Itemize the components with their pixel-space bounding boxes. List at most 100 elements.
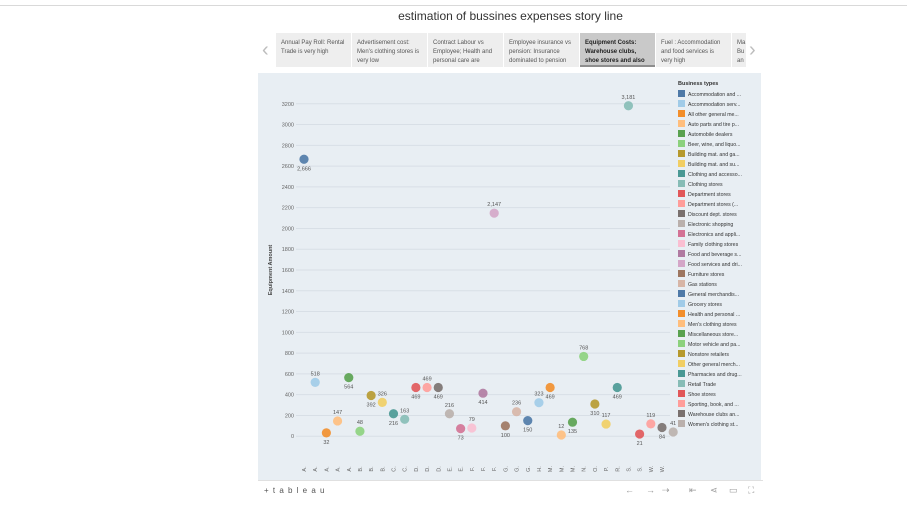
x-tick-label: D. [414, 466, 420, 472]
y-tick-label: 1800 [282, 247, 294, 253]
revert-icon[interactable]: ⇤ [689, 485, 697, 495]
data-label: 323 [534, 392, 543, 398]
data-point [668, 427, 678, 437]
data-label: 2,147 [487, 202, 501, 208]
x-tick-label: A. [336, 466, 342, 472]
legend-swatch [678, 270, 685, 277]
data-label: 216 [445, 403, 454, 409]
data-label: 147 [333, 410, 342, 416]
legend-label: Men's clothing stores [688, 322, 737, 328]
redo-icon[interactable]: → [646, 485, 655, 495]
legend-label: Sporting, book, and ... [688, 402, 739, 408]
story-point-3[interactable]: Contract Labour vs Employee; Health and … [428, 33, 504, 67]
data-label: 12 [558, 424, 564, 430]
legend-swatch [678, 320, 685, 327]
data-point [355, 426, 365, 436]
story-point-7[interactable]: Ma Bu an [732, 33, 746, 67]
data-point [344, 373, 354, 383]
y-tick-label: 1200 [282, 310, 294, 316]
legend-label: Shoe stores [688, 392, 716, 398]
x-tick-label: M. [559, 465, 565, 472]
data-point [635, 429, 645, 439]
legend-swatch [678, 290, 685, 297]
legend-swatch [678, 240, 685, 247]
legend-swatch [678, 220, 685, 227]
story-point-1[interactable]: Annual Pay Roll: Rental Trade is very hi… [276, 33, 352, 67]
legend-swatch [678, 250, 685, 257]
legend-title: Business types [678, 81, 718, 87]
data-point [601, 419, 611, 429]
story-points-bar: Annual Pay Roll: Rental Trade is very hi… [276, 33, 746, 67]
story-point-4[interactable]: Employee insurance vs pension: Insurance… [504, 33, 580, 67]
y-tick-label: 2800 [282, 143, 294, 149]
legend-swatch [678, 360, 685, 367]
legend-swatch [678, 140, 685, 147]
data-point [388, 409, 399, 419]
legend-swatch [678, 410, 685, 417]
legend-label: General merchandis... [688, 292, 739, 298]
data-point [299, 154, 309, 164]
legend-label: Nonstore retailers [688, 352, 729, 358]
y-axis-label: Equipment Amount [268, 245, 274, 296]
data-label: 414 [478, 400, 487, 406]
tableau-logo[interactable]: + t a b l e a u [264, 486, 326, 495]
y-tick-label: 2000 [282, 226, 294, 232]
undo-icon[interactable]: ← [625, 485, 634, 495]
legend-label: Electronics and appli... [688, 232, 740, 238]
legend-label: All other general me... [688, 112, 739, 118]
story-point-5[interactable]: Equipment Costs: Warehouse clubs, shoe s… [580, 33, 656, 67]
x-tick-label: F. [492, 466, 498, 471]
legend-label: Grocery stores [688, 302, 722, 308]
y-tick-label: 1400 [282, 289, 294, 295]
legend-label: Motor vehicle and pa... [688, 342, 740, 348]
story-next-icon[interactable]: › [749, 39, 756, 61]
story-point-label: Ma Bu an [737, 40, 746, 64]
story-point-2[interactable]: Advertisement cost: Men's clothing store… [352, 33, 428, 67]
x-tick-label: G. [503, 466, 509, 472]
redo-menu-icon[interactable]: ⇢ [662, 485, 670, 495]
legend-swatch [678, 230, 685, 237]
data-label: 564 [344, 385, 353, 391]
data-label: 518 [311, 371, 320, 377]
data-point [489, 208, 499, 218]
legend-swatch [678, 190, 685, 197]
legend-label: Auto parts and tire p... [688, 122, 739, 128]
legend-swatch [678, 280, 685, 287]
comment-icon[interactable]: ▭ [729, 485, 738, 495]
data-point [422, 382, 432, 393]
scatter-chart: 0 200 400 600 800 1000 1200 1400 1600 1800 2000 220… [268, 81, 742, 472]
legend-label: Clothing stores [688, 182, 723, 188]
page-title: estimation of bussines expenses story li… [398, 9, 623, 23]
data-label: 2,666 [297, 166, 311, 172]
data-label: 469 [422, 376, 431, 382]
story-point-6[interactable]: Fuel : Accommodation and food services i… [656, 33, 732, 67]
data-label: 392 [367, 402, 376, 408]
data-point [411, 382, 421, 393]
data-label: 469 [546, 394, 555, 400]
data-label: 469 [613, 394, 622, 400]
x-tick-label: A. [302, 466, 308, 472]
data-point [467, 423, 477, 433]
legend-label: Miscellaneous store... [688, 332, 738, 338]
x-tick-label: F. [481, 466, 487, 471]
top-divider [0, 5, 907, 6]
fullscreen-icon[interactable]: ⛶ [748, 485, 755, 495]
x-tick-label: A. [347, 466, 353, 472]
legend-label: Building mat. and ga... [688, 152, 740, 158]
legend-swatch [678, 170, 685, 177]
tableau-toolbar: + t a b l e a u ← → ⇢ ⇤ ⋖ ▭ ⛶ [258, 480, 763, 501]
data-label: 768 [579, 345, 588, 351]
legend-label: Warehouse clubs an... [688, 412, 739, 418]
y-tick-label: 2400 [282, 185, 294, 191]
data-label: 216 [389, 421, 398, 427]
data-label: 119 [646, 413, 655, 419]
data-point [456, 424, 466, 434]
legend-swatch [678, 310, 685, 317]
x-tick-label: P. [604, 466, 610, 471]
data-label: 48 [357, 420, 363, 426]
story-prev-icon[interactable]: ‹ [262, 39, 269, 61]
data-label: 326 [378, 391, 387, 397]
data-label: 32 [323, 440, 329, 446]
share-icon[interactable]: ⋖ [710, 485, 718, 495]
legend-label: Other general merch... [688, 362, 740, 368]
